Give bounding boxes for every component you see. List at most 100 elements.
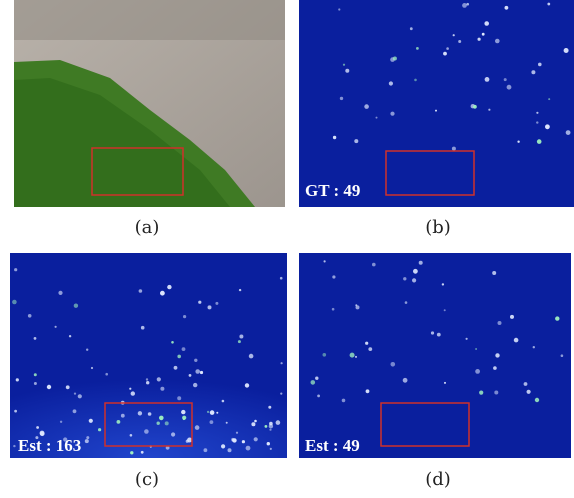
density-dot bbox=[181, 409, 186, 415]
density-dot bbox=[390, 362, 396, 367]
density-dot bbox=[140, 325, 145, 330]
density-dot bbox=[90, 366, 94, 370]
density-dot bbox=[221, 444, 226, 449]
density-dot bbox=[77, 394, 82, 399]
density-dot bbox=[177, 396, 182, 401]
density-dot bbox=[159, 415, 164, 421]
density-dot bbox=[227, 448, 232, 453]
highlight-box bbox=[385, 150, 475, 196]
density-dot bbox=[33, 373, 37, 377]
density-dot bbox=[215, 301, 219, 305]
density-dot bbox=[73, 303, 79, 308]
density-dot bbox=[225, 421, 228, 424]
density-dot bbox=[409, 27, 413, 31]
count-label: Est : 163 bbox=[18, 436, 81, 455]
density-dot bbox=[116, 420, 121, 424]
density-dot bbox=[494, 390, 499, 395]
density-dot bbox=[310, 380, 316, 385]
count-label: Est : 49 bbox=[305, 436, 360, 455]
density-dot bbox=[452, 34, 455, 37]
density-dot bbox=[465, 337, 468, 340]
density-dot bbox=[280, 392, 283, 395]
density-dot bbox=[187, 437, 193, 443]
density-dot bbox=[404, 301, 408, 304]
caption: (d) bbox=[425, 469, 451, 490]
density-dot bbox=[86, 436, 90, 440]
density-dot bbox=[403, 277, 407, 281]
density-dot bbox=[65, 385, 70, 390]
density-dot bbox=[268, 405, 272, 409]
density-dot bbox=[137, 411, 143, 416]
density-map bbox=[299, 0, 574, 207]
density-dot bbox=[207, 305, 212, 310]
density-dot bbox=[493, 366, 497, 370]
density-dot bbox=[269, 447, 272, 450]
density-dot bbox=[266, 442, 270, 446]
density-dot bbox=[241, 440, 245, 444]
density-dot bbox=[484, 21, 490, 26]
density-dot bbox=[413, 268, 418, 274]
density-dot bbox=[473, 104, 477, 109]
panel-a: (a) bbox=[14, 0, 285, 238]
density-dot bbox=[517, 140, 520, 143]
density-dot bbox=[165, 445, 170, 450]
density-dot bbox=[195, 369, 200, 374]
density-dot bbox=[209, 420, 214, 424]
density-dot bbox=[443, 51, 447, 56]
density-dot bbox=[523, 382, 528, 386]
density-dot bbox=[194, 425, 200, 430]
density-dot bbox=[145, 378, 149, 381]
density-dot bbox=[58, 290, 63, 295]
density-dot bbox=[332, 135, 337, 140]
caption: (a) bbox=[135, 217, 160, 238]
density-dot bbox=[443, 309, 446, 312]
density-dot bbox=[331, 307, 335, 311]
density-dot bbox=[315, 376, 319, 380]
panel-d: Est : 49 (d) bbox=[299, 253, 571, 490]
density-dot bbox=[560, 354, 564, 358]
density-dot bbox=[444, 381, 446, 384]
density-dot bbox=[171, 432, 176, 437]
density-dot bbox=[129, 387, 132, 390]
density-dot bbox=[565, 130, 571, 136]
density-dot bbox=[317, 394, 320, 398]
density-dot bbox=[280, 362, 283, 365]
density-dot bbox=[35, 436, 39, 440]
density-dot bbox=[412, 278, 417, 283]
density-dot bbox=[206, 410, 210, 414]
density-dot bbox=[268, 424, 274, 429]
density-dot bbox=[481, 32, 485, 36]
density-dot bbox=[349, 352, 355, 358]
density-dot bbox=[402, 377, 408, 383]
density-dot bbox=[105, 372, 108, 376]
density-dot bbox=[253, 437, 258, 442]
density-dot bbox=[33, 382, 37, 385]
density-dot bbox=[279, 276, 283, 280]
density-dot bbox=[458, 40, 462, 43]
density-dot bbox=[365, 341, 369, 345]
density-dot bbox=[555, 316, 560, 321]
density-dot bbox=[338, 8, 341, 11]
density-dot bbox=[506, 84, 512, 90]
density-dot bbox=[199, 370, 204, 375]
density-dot bbox=[372, 262, 376, 267]
density-dot bbox=[390, 111, 395, 116]
density-dot bbox=[510, 314, 514, 319]
density-map bbox=[299, 253, 571, 458]
density-dot bbox=[504, 5, 509, 10]
density-dot bbox=[451, 146, 456, 151]
density-dots bbox=[310, 260, 564, 403]
density-dot bbox=[147, 412, 152, 416]
density-dot bbox=[466, 2, 470, 6]
density-dot bbox=[416, 47, 419, 50]
density-dot bbox=[355, 305, 360, 310]
density-dot bbox=[173, 365, 178, 370]
density-dot bbox=[73, 392, 77, 395]
density-dot bbox=[239, 334, 244, 339]
density-dot bbox=[251, 422, 256, 427]
density-dot bbox=[375, 116, 378, 119]
caption: (b) bbox=[425, 217, 451, 238]
density-dot bbox=[144, 429, 149, 434]
density-dot bbox=[368, 347, 373, 351]
density-dot bbox=[547, 2, 551, 6]
